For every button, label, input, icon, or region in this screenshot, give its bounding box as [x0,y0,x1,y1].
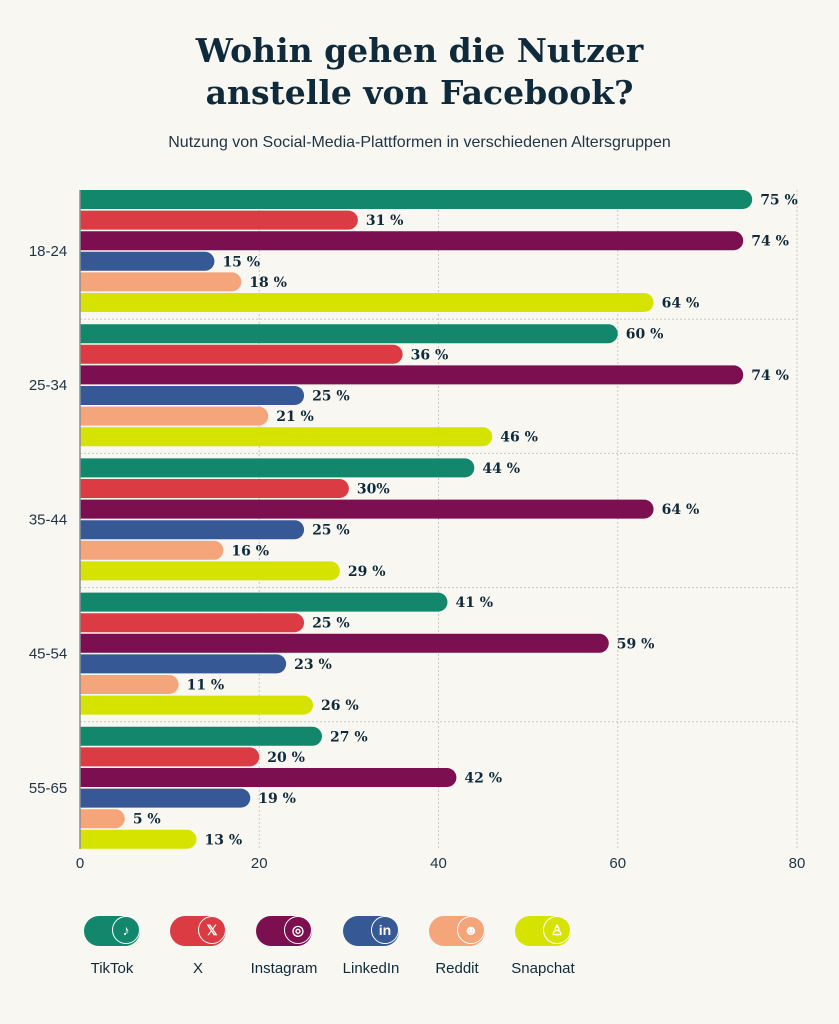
bar-linkedin [80,520,305,540]
chart-title: Wohin gehen die Nutzer anstelle von Faceb… [0,30,839,114]
data-label: 16 % [231,543,269,559]
linkedin-icon: in [371,916,399,944]
legend-item-linkedin: in LinkedIn [341,916,401,977]
data-label: 74 % [751,368,789,384]
x-tick-label: 0 [76,855,84,872]
data-label: 64 % [662,502,700,518]
legend-item-snapchat: ♙ Snapchat [511,916,575,977]
legend-label: Snapchat [511,960,575,977]
bar-x [80,479,349,498]
bar-reddit [80,809,125,829]
data-label: 21 % [276,409,314,425]
data-label: 15 % [222,254,260,270]
legend-swatch: ♪ [84,916,140,946]
legend-swatch: ☻ [429,916,485,946]
legend-swatch: 𝕏 [170,916,226,946]
bar-x [80,747,260,767]
bar-snapchat [80,695,314,715]
data-label: 60 % [626,327,664,343]
bar-tiktok [80,324,618,344]
bar-tiktok [80,726,322,746]
bar-tiktok [80,592,448,612]
legend-swatch: in [343,916,399,946]
bar-reddit [80,406,269,426]
data-label: 31 % [366,213,404,229]
data-label: 42 % [464,771,502,787]
data-label: 26 % [321,698,359,714]
chart-subtitle: Nutzung von Social-Media-Plattformen in … [168,134,671,151]
bar-reddit [80,272,242,292]
data-label: 25 % [312,616,350,632]
data-label: 11 % [187,678,225,694]
data-label: 25 % [312,523,350,539]
reddit-icon: ☻ [457,916,485,944]
x-icon: 𝕏 [198,916,226,944]
data-label: 5 % [133,812,161,828]
x-tick-label: 60 [609,855,626,872]
legend-item-reddit: ☻ Reddit [427,916,487,977]
bar-linkedin [80,654,287,674]
data-label: 75 % [760,193,798,209]
bar-instagram [80,768,457,787]
tiktok-icon: ♪ [112,916,140,944]
data-label: 74 % [751,234,789,250]
bar-chart: 0 20 40 60 80 18-24 75 % 31 % 74 % 15 % 18 % 64 % 25… [29,190,806,872]
data-label: 36 % [411,347,449,363]
bar-tiktok [80,190,753,209]
x-tick-label: 80 [789,855,806,872]
y-category-label: 45-54 [29,646,67,663]
data-label: 64 % [662,296,700,312]
data-label: 27 % [330,729,368,745]
data-label: 41 % [455,595,493,611]
instagram-icon: ◎ [284,916,312,944]
data-label: 23 % [294,657,332,673]
legend-label: Instagram [250,960,318,977]
bar-reddit [80,675,179,694]
bar-snapchat [80,427,493,447]
x-tick-label: 20 [251,855,268,872]
legend-label: LinkedIn [342,960,400,977]
data-label: 13 % [205,832,243,848]
bar-instagram [80,365,744,385]
legend-label: X [192,960,203,977]
bar-reddit [80,540,224,560]
snapchat-icon: ♙ [543,916,571,944]
y-category-label: 55-65 [29,780,67,797]
bar-linkedin [80,788,251,808]
data-label: 59 % [617,636,655,652]
data-label: 29 % [348,564,386,580]
bar-instagram [80,633,609,653]
legend-item-tiktok: ♪ TikTok [82,916,142,977]
x-tick-label: 40 [430,855,447,872]
data-label: 20 % [267,750,305,766]
data-label: 25 % [312,389,350,405]
legend-label: Reddit [435,960,479,977]
title-line-2: anstelle von Facebook? [205,73,634,112]
data-label: 46 % [500,430,538,446]
bar-x [80,613,305,633]
bar-snapchat [80,829,197,849]
bar-instagram [80,499,654,519]
title-line-1: Wohin gehen die Nutzer [195,31,644,70]
y-category-label: 35-44 [29,511,67,528]
data-label: 19 % [258,791,296,807]
bar-snapchat [80,293,654,312]
bar-linkedin [80,251,215,271]
bar-x [80,344,403,364]
data-label: 18 % [249,275,287,291]
legend-item-instagram: ◎ Instagram [251,916,317,977]
data-label: 44 % [482,461,520,477]
bar-tiktok [80,458,475,478]
bar-x [80,210,358,230]
legend-swatch: ♙ [515,916,571,946]
bar-instagram [80,231,744,251]
data-label: 30% [357,482,390,498]
legend-label: TikTok [90,960,134,977]
bar-snapchat [80,561,340,581]
bar-linkedin [80,386,305,405]
legend-swatch: ◎ [256,916,312,946]
y-category-label: 25-34 [29,377,67,394]
y-category-label: 18-24 [29,243,67,260]
